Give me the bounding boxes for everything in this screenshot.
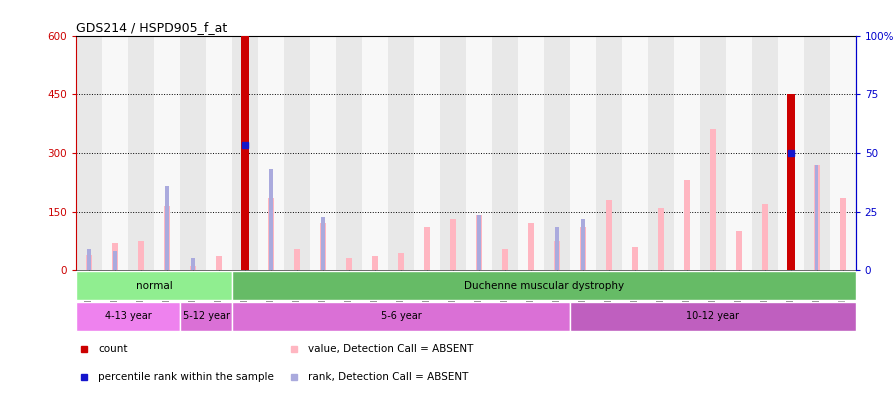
Bar — [544, 36, 570, 270]
Bar — [580, 227, 586, 270]
Text: value, Detection Call = ABSENT: value, Detection Call = ABSENT — [308, 344, 474, 354]
Bar — [322, 217, 324, 270]
Bar — [787, 94, 795, 270]
Bar — [648, 36, 674, 270]
Bar — [398, 253, 404, 270]
Bar — [76, 36, 102, 270]
Bar — [840, 198, 846, 270]
Bar — [206, 36, 232, 270]
Bar — [320, 223, 326, 270]
Bar — [164, 206, 170, 270]
Bar — [606, 200, 612, 270]
Bar — [658, 208, 664, 270]
Bar — [830, 36, 856, 270]
Text: 5-6 year: 5-6 year — [381, 311, 421, 321]
Bar — [154, 36, 180, 270]
Text: GDS214 / HSPD905_f_at: GDS214 / HSPD905_f_at — [76, 21, 228, 34]
Bar — [622, 36, 648, 270]
Bar — [518, 36, 544, 270]
Bar — [241, 36, 249, 270]
Bar — [268, 198, 274, 270]
Text: age: age — [0, 395, 1, 396]
Bar — [180, 36, 206, 270]
Text: percentile rank within the sample: percentile rank within the sample — [98, 371, 274, 382]
Bar — [112, 243, 118, 270]
Bar — [284, 36, 310, 270]
Bar — [556, 227, 558, 270]
Bar — [76, 302, 180, 331]
Text: rank, Detection Call = ABSENT: rank, Detection Call = ABSENT — [308, 371, 469, 382]
Bar — [232, 302, 570, 331]
Bar — [258, 36, 284, 270]
Bar — [814, 165, 820, 270]
Bar — [450, 219, 456, 270]
Bar — [804, 36, 830, 270]
Bar — [270, 169, 272, 270]
Bar — [138, 241, 144, 270]
Bar — [710, 129, 716, 270]
Bar — [232, 36, 258, 270]
Text: 5-12 year: 5-12 year — [183, 311, 229, 321]
Bar — [180, 302, 232, 331]
Bar — [478, 215, 480, 270]
Bar — [582, 219, 584, 270]
Bar — [684, 180, 690, 270]
Bar — [752, 36, 778, 270]
Bar — [778, 36, 804, 270]
Bar — [190, 266, 196, 270]
Bar — [310, 36, 336, 270]
Bar — [114, 251, 116, 270]
Bar — [372, 257, 378, 270]
Bar — [788, 149, 794, 270]
Text: normal: normal — [135, 280, 173, 291]
Text: 4-13 year: 4-13 year — [105, 311, 151, 321]
Bar — [570, 302, 856, 331]
Bar — [632, 247, 638, 270]
Bar — [700, 36, 726, 270]
Bar — [128, 36, 154, 270]
Bar — [736, 231, 742, 270]
Bar — [414, 36, 440, 270]
Bar — [242, 157, 248, 270]
Bar — [466, 36, 492, 270]
Bar — [674, 36, 700, 270]
Bar — [815, 165, 818, 270]
Bar — [570, 36, 596, 270]
Text: 10-12 year: 10-12 year — [686, 311, 739, 321]
Bar — [336, 36, 362, 270]
Bar — [726, 36, 752, 270]
Bar — [596, 36, 622, 270]
Bar — [86, 255, 92, 270]
Bar — [476, 215, 482, 270]
Bar — [216, 257, 222, 270]
Bar — [88, 249, 90, 270]
Bar — [388, 36, 414, 270]
Bar — [232, 271, 856, 300]
Text: Duchenne muscular dystrophy: Duchenne muscular dystrophy — [464, 280, 624, 291]
Bar — [762, 204, 768, 270]
Bar — [102, 36, 128, 270]
Bar — [440, 36, 466, 270]
Bar — [362, 36, 388, 270]
Bar — [166, 186, 168, 270]
Text: count: count — [98, 344, 127, 354]
Text: disease state: disease state — [0, 395, 1, 396]
Bar — [76, 271, 232, 300]
Bar — [492, 36, 518, 270]
Bar — [424, 227, 430, 270]
Bar — [502, 249, 508, 270]
Bar — [346, 259, 352, 270]
Bar — [554, 241, 560, 270]
Bar — [528, 223, 534, 270]
Bar — [294, 249, 300, 270]
Bar — [192, 259, 194, 270]
